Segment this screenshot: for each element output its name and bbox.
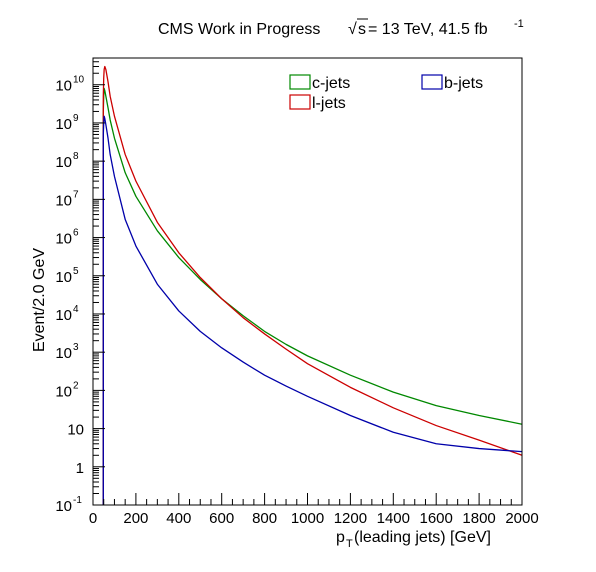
series-c-jets [102,87,523,505]
x-tick-label: 1400 [377,510,410,527]
x-tick-label: 200 [123,510,148,527]
y-tick-exp: 2 [73,380,79,391]
legend-item-l-jets: l-jets [289,94,346,112]
y-tick-label: 10 2 [55,380,79,400]
legend-swatch-c-jets [289,74,311,90]
title-s: s [358,21,366,38]
y-tick-exp: 10 [73,75,85,86]
x-tick-label: 1600 [420,510,453,527]
series-layer [102,65,523,505]
x-axis-label: p T (leading jets) [GeV] [336,529,491,550]
x-tick-label: 800 [252,510,277,527]
x-tick-label: 1000 [291,510,324,527]
y-tick-label: 10 [67,422,84,439]
y-tick-label: 10 9 [55,113,79,133]
y-tick-base: 10 [55,269,72,286]
title-main: CMS Work in Progress [158,21,320,38]
legend: c-jets l-jets b-jets [289,74,483,112]
x-tick-label: 600 [209,510,234,527]
y-tick-exp: 9 [73,113,79,124]
x-tick-label: 1200 [334,510,367,527]
y-tick-label: 10 3 [55,342,79,362]
title-exp: -1 [514,18,524,30]
x-axis-label-rest: (leading jets) [GeV] [354,529,491,546]
x-tick-label: 0 [89,510,97,527]
legend-item-c-jets: c-jets [289,74,350,92]
y-tick-base: 10 [67,422,84,439]
y-tick-base: 10 [55,383,72,400]
x-axis-label-sub: T [346,538,353,550]
y-tick-exp: 6 [73,228,79,239]
y-tick-base: 10 [55,345,72,362]
legend-swatch-b-jets [421,74,443,90]
y-tick-exp: 5 [73,266,79,277]
y-tick-base: 10 [55,231,72,248]
legend-label-l-jets: l-jets [312,95,346,112]
plot-frame [92,57,523,506]
x-tick-label: 2000 [505,510,538,527]
y-tick-base: 10 [55,498,72,515]
y-tick-exp: 4 [73,304,79,315]
y-tick-base: 1 [76,460,84,477]
y-axis-label: Event/2.0 GeV [31,248,48,352]
y-tick-exp: 7 [73,189,79,200]
y-tick-exp: -1 [73,495,82,506]
y-tick-base: 10 [55,192,72,209]
x-ticks: 0 200 400 600 800 1000 1200 1400 1600 1800 2000 [89,493,539,527]
title: CMS Work in Progress √ s = 13 TeV, 41.5 … [158,18,524,38]
legend-label-c-jets: c-jets [312,75,350,92]
y-tick-base: 10 [55,78,72,95]
legend-swatch-l-jets [289,94,311,110]
legend-label-b-jets: b-jets [444,75,483,92]
series-l-jets [102,65,523,505]
y-tick-label: 1 [76,460,84,477]
legend-item-b-jets: b-jets [421,74,483,92]
x-axis-label-p: p [336,529,345,546]
y-tick-exp: 8 [73,151,79,162]
title-energy: = 13 TeV, 41.5 fb [368,21,488,38]
y-tick-base: 10 [55,307,72,324]
y-tick-label: 10 7 [55,189,79,209]
y-tick-label: 10 10 [55,75,84,95]
y-tick-exp: 3 [73,342,79,353]
y-tick-label: 10 5 [55,266,79,286]
y-tick-base: 10 [55,154,72,171]
x-tick-label: 1800 [462,510,495,527]
x-tick-label: 400 [166,510,191,527]
series-b-jets [102,115,523,505]
y-tick-label: 10 4 [55,304,79,324]
title-sqrt: √ [348,21,357,38]
y-tick-label: 10 6 [55,228,79,248]
y-tick-base: 10 [55,116,72,133]
y-tick-label: 10 8 [55,151,79,171]
y-tick-label: 10 -1 [55,495,82,515]
